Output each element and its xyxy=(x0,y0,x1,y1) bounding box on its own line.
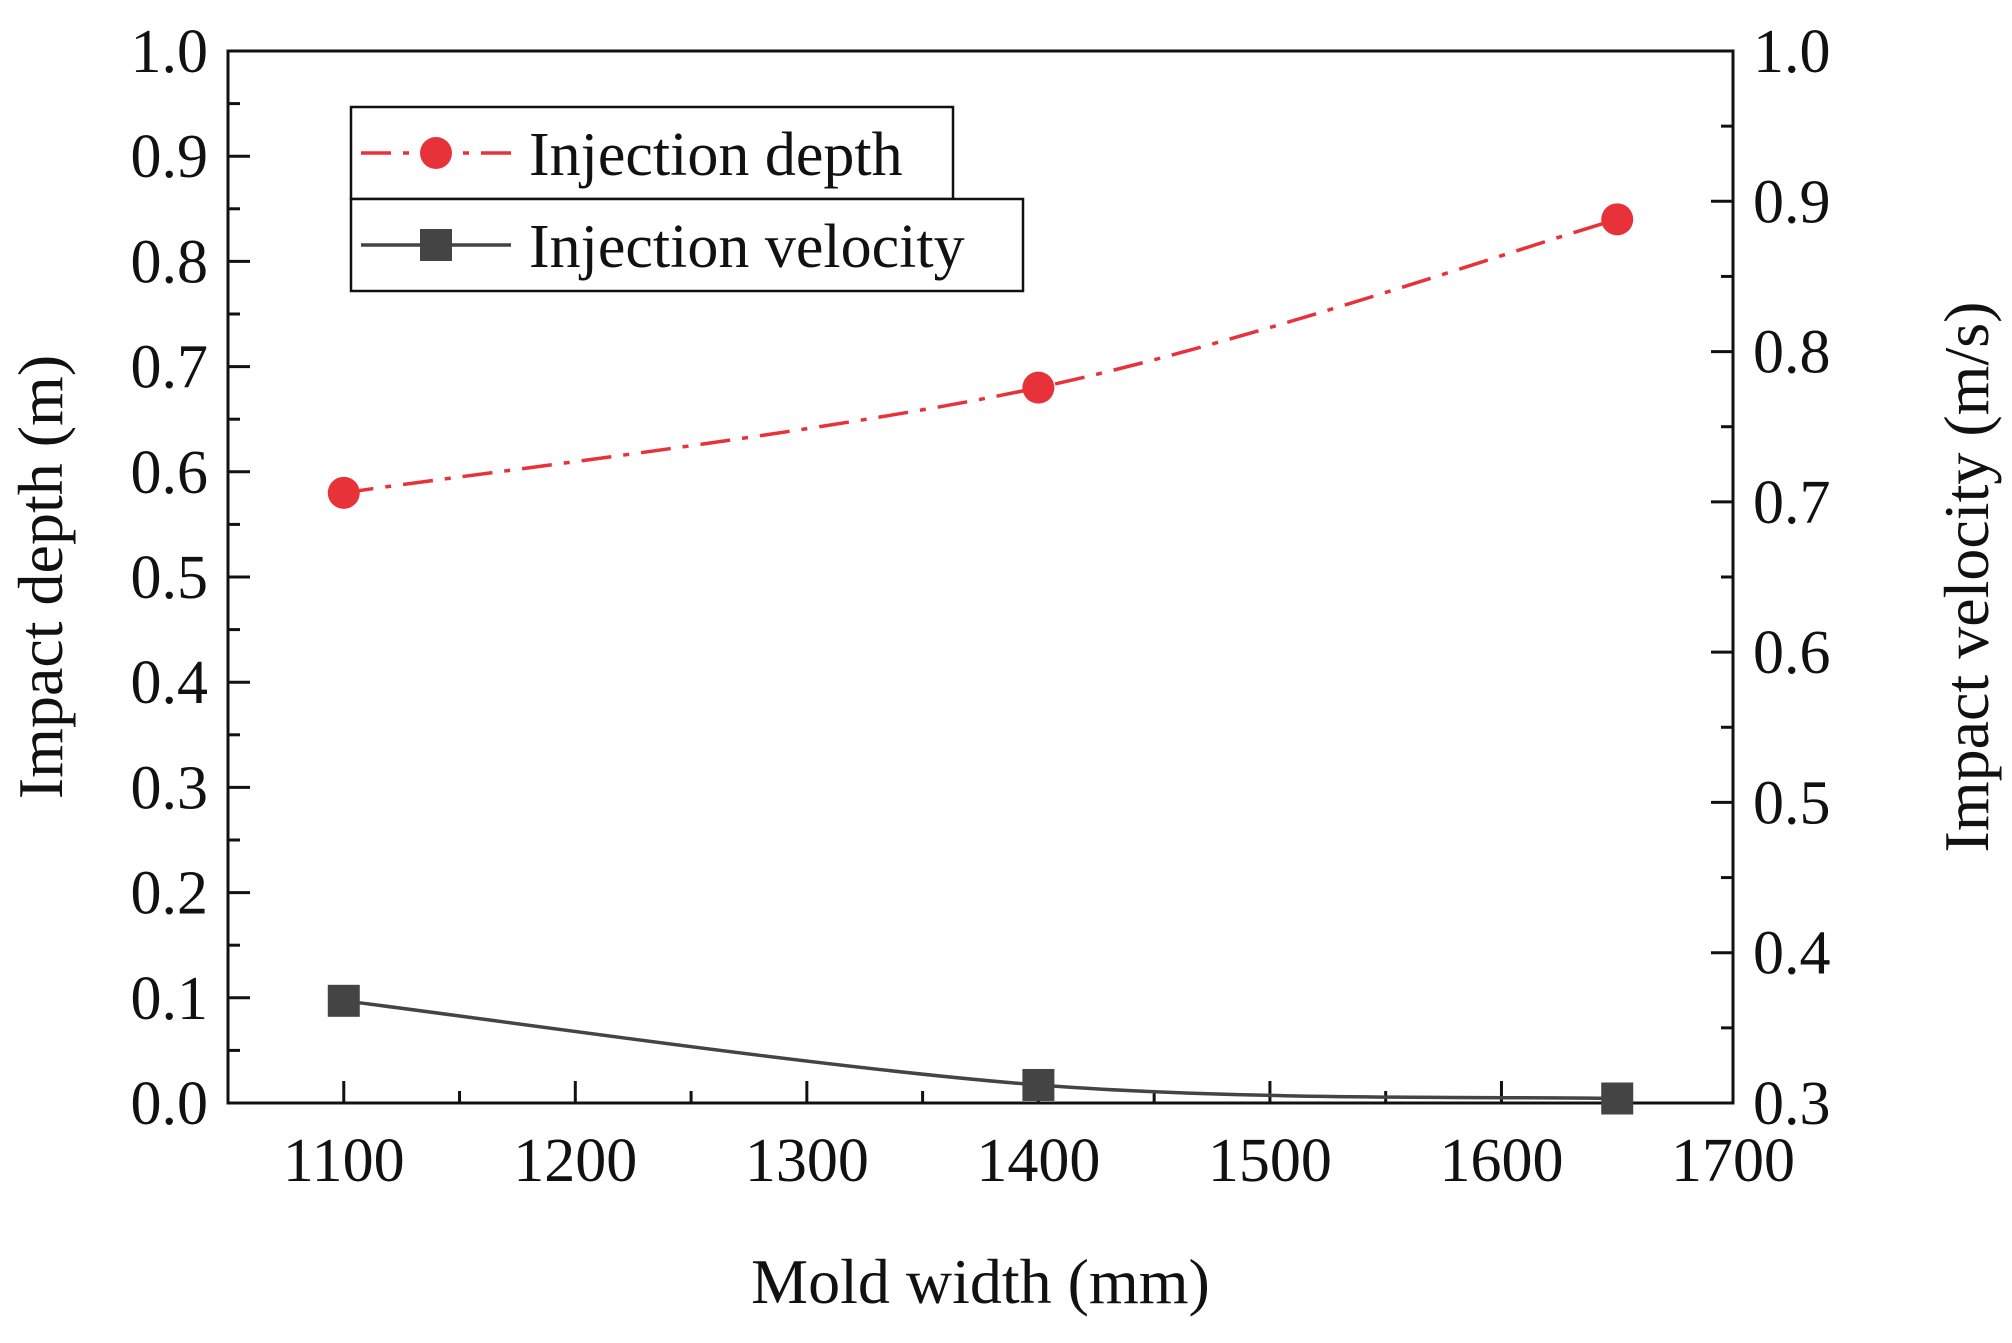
x-tick-label: 1300 xyxy=(745,1127,869,1195)
y-left-tick-label: 0.7 xyxy=(131,334,209,402)
y-right-tick-label: 0.6 xyxy=(1753,619,1831,687)
y-right-tick-label: 0.7 xyxy=(1753,469,1831,537)
x-tick-label: 1500 xyxy=(1208,1127,1332,1195)
series-point-1 xyxy=(1601,203,1634,236)
y-right-tick-label: 0.4 xyxy=(1753,920,1831,988)
y-right-axis-title: Impact velocity (m/s) xyxy=(1931,302,2002,853)
x-tick-label: 1100 xyxy=(283,1127,405,1195)
y-right-tick-label: 0.9 xyxy=(1753,168,1831,236)
y-left-tick-label: 0.5 xyxy=(131,544,209,612)
x-axis-title: Mold width (mm) xyxy=(751,1246,1210,1317)
y-right-tick-label: 1.0 xyxy=(1753,18,1831,86)
y-left-tick-label: 0.9 xyxy=(131,123,209,191)
series-point-1 xyxy=(1022,371,1055,404)
legend-label-1: Injection depth xyxy=(529,121,903,189)
y-left-tick-label: 0.0 xyxy=(131,1070,209,1138)
series-point-2 xyxy=(327,984,360,1017)
x-tick-label: 1200 xyxy=(513,1127,637,1195)
y-left-tick-label: 0.4 xyxy=(131,649,209,717)
y-left-tick-label: 0.8 xyxy=(131,228,209,296)
x-tick-label: 1700 xyxy=(1671,1127,1795,1195)
series-point-2 xyxy=(1022,1068,1055,1101)
series-group xyxy=(327,203,1634,1115)
legend-swatch-marker-2 xyxy=(420,229,452,261)
y-left-tick-label: 0.2 xyxy=(131,860,209,928)
y-left-tick-label: 0.6 xyxy=(131,439,209,507)
legend-label-2: Injection velocity xyxy=(529,213,965,281)
y-right-tick-label: 0.5 xyxy=(1753,769,1831,837)
y-right-tick-label: 0.8 xyxy=(1753,319,1831,387)
x-tick-label: 1600 xyxy=(1439,1127,1563,1195)
y-left-tick-label: 0.1 xyxy=(131,965,209,1033)
y-left-axis-title: Impact depth (m) xyxy=(5,355,76,799)
y-left-tick-label: 1.0 xyxy=(131,18,209,86)
legend: Injection depth Injection velocity xyxy=(349,105,1025,293)
axes-group: 1100 1200 1300 1400 1500 1600 1700 0.0 0.1 0.2 0.3… xyxy=(5,18,2002,1317)
y-right-tick-label: 0.3 xyxy=(1753,1070,1831,1138)
legend-swatch-marker-1 xyxy=(420,137,452,169)
series-line-2 xyxy=(343,999,1618,1101)
y-left-tick-label: 0.3 xyxy=(131,754,209,822)
series-point-1 xyxy=(327,476,360,509)
series-point-2 xyxy=(1601,1082,1634,1115)
x-tick-label: 1400 xyxy=(976,1127,1100,1195)
